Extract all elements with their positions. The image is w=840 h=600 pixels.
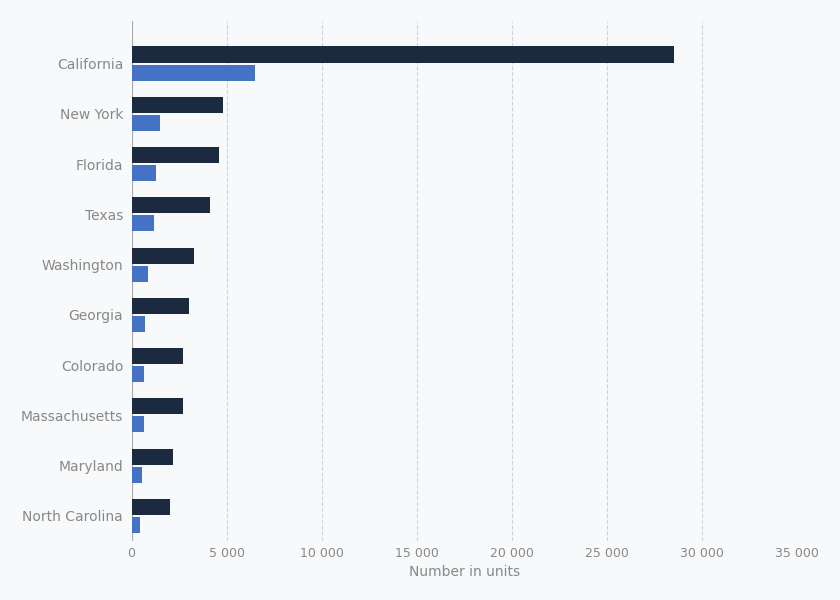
Bar	[132, 215, 155, 232]
Bar	[132, 499, 170, 515]
Bar	[132, 467, 142, 483]
Bar	[132, 147, 219, 163]
Bar	[132, 266, 148, 281]
Bar	[132, 517, 140, 533]
X-axis label: Number in units: Number in units	[409, 565, 520, 579]
Bar	[132, 449, 173, 464]
Bar	[132, 165, 156, 181]
Bar	[132, 398, 183, 415]
Bar	[132, 348, 183, 364]
Bar	[132, 298, 189, 314]
Bar	[132, 97, 223, 113]
Bar	[132, 316, 144, 332]
Bar	[132, 366, 144, 382]
Bar	[132, 416, 144, 433]
Bar	[132, 46, 674, 62]
Bar	[132, 115, 160, 131]
Bar	[132, 197, 209, 214]
Bar	[132, 65, 255, 80]
Bar	[132, 248, 194, 263]
